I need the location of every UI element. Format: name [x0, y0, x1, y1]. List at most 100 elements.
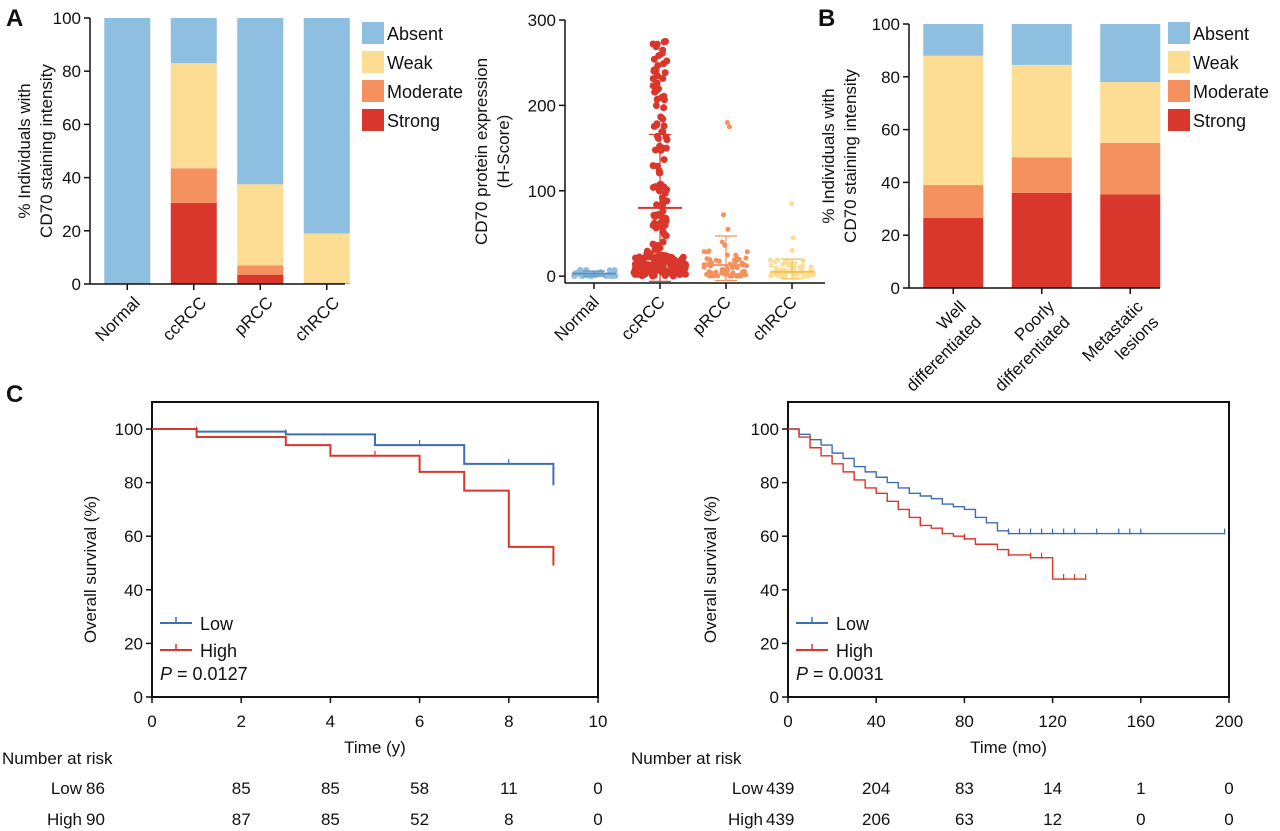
p-value-number: = 0.0031: [808, 664, 884, 684]
scatter-point-prcc: [705, 249, 711, 255]
risk-value: 204: [862, 779, 890, 798]
x-tick-label: chRCC: [291, 293, 343, 345]
bar-absent: [170, 18, 217, 64]
scatter-point-normal: [606, 267, 613, 274]
x-tick-label: ccRCC: [617, 292, 669, 344]
y-axis-label: % Individuals with CD70 staining intensit…: [15, 64, 56, 238]
y-tick-label: 0: [770, 688, 779, 707]
risk-value: 85: [321, 810, 340, 829]
scatter-point-prcc: [742, 271, 748, 277]
bar-weak: [170, 63, 217, 169]
legend-swatch-absent: [362, 22, 384, 44]
y-tick-label: 20: [62, 222, 81, 241]
y-tick-label: 100: [528, 182, 556, 201]
chart-b-stacked-bar: Welldifferentiated Poorlydifferentiated Me…: [819, 15, 1269, 395]
y-axis-label-line: % Individuals with: [15, 83, 34, 218]
scatter-point-ccrcc: [662, 133, 670, 141]
scatter-point-chrcc: [782, 273, 788, 279]
scatter-point-ccrcc: [632, 254, 640, 262]
scatter-point-ccrcc: [659, 128, 667, 136]
y-tick-label: 200: [528, 96, 556, 115]
bar-weak: [1100, 82, 1161, 143]
scatter-point-ccrcc: [660, 96, 668, 104]
risk-value: 11: [500, 779, 518, 798]
x-tick-label: Welldifferentiated: [887, 297, 985, 395]
plot-frame: [787, 401, 1230, 698]
legend-label-high: High: [200, 641, 237, 661]
scatter-point-chrcc: [808, 264, 814, 270]
risk-value: 12: [1043, 810, 1062, 829]
y-axis-label: CD70 protein expression (H-Score): [472, 58, 513, 245]
bar-absent: [1011, 24, 1072, 65]
risk-value: 439: [766, 779, 794, 798]
risk-value: 439: [766, 810, 794, 829]
scatter-point-ccrcc: [659, 228, 667, 236]
bar-strong: [237, 274, 284, 284]
scatter-point-ccrcc: [641, 260, 649, 268]
y-tick-label: 60: [881, 121, 900, 140]
scatter-point-prcc: [724, 265, 730, 271]
y-axis-label-line: % Individuals with: [819, 88, 838, 223]
scatter-point-chrcc: [789, 201, 795, 207]
scatter-point-ccrcc: [651, 88, 659, 96]
x-tick-label: 0: [783, 712, 792, 731]
legend-label-strong: Strong: [1193, 111, 1246, 131]
x-tick-label: Metastaticlesions: [1079, 297, 1163, 381]
scatter-point-chrcc: [805, 273, 811, 279]
km-line-low: [788, 428, 1225, 535]
scatter-point-ccrcc: [660, 60, 668, 68]
scatter-point-ccrcc: [653, 201, 661, 209]
scatter-point-prcc: [719, 267, 725, 273]
x-tick-label: 10: [589, 712, 608, 731]
legend-label-absent: Absent: [1193, 24, 1249, 44]
scatter-point-ccrcc: [658, 49, 666, 57]
scatter-point-chrcc: [772, 259, 778, 265]
scatter-point-ccrcc: [659, 115, 667, 123]
scatter-point-ccrcc: [652, 224, 660, 232]
legend-label-low: Low: [836, 614, 870, 634]
x-tick-label: chRCC: [749, 292, 801, 344]
scatter-point-ccrcc: [659, 74, 667, 82]
risk-value: 87: [232, 810, 251, 829]
legend-label-moderate: Moderate: [1193, 82, 1269, 102]
scatter-point-ccrcc: [661, 221, 669, 229]
legend-swatch-absent: [1168, 22, 1190, 44]
y-tick-label: 80: [760, 474, 779, 493]
scatter-point-ccrcc: [681, 265, 689, 273]
scatter-point-ccrcc: [660, 104, 668, 112]
scatter-point-chrcc: [782, 259, 788, 265]
x-tick-label: 160: [1127, 712, 1155, 731]
scatter-point-ccrcc: [655, 211, 663, 219]
scatter-point-ccrcc: [649, 183, 657, 191]
panel-label-b: B: [818, 5, 835, 32]
scatter-point-ccrcc: [637, 270, 645, 278]
bar-moderate: [237, 265, 284, 275]
bar-weak: [923, 55, 984, 186]
legend-label-weak: Weak: [1193, 53, 1240, 73]
km-line-high: [788, 428, 1086, 580]
scatter-point-prcc: [737, 273, 743, 279]
risk-row-label: Low: [732, 779, 764, 798]
scatter-point-prcc: [724, 119, 730, 125]
legend-swatch-strong: [1168, 109, 1190, 131]
x-tick-label: Normal: [551, 292, 603, 344]
risk-row-label: High: [728, 810, 763, 829]
y-tick-label: 40: [881, 173, 900, 192]
y-axis-label: Overall survival (%): [81, 496, 100, 643]
scatter-point-prcc: [709, 272, 715, 278]
scatter-point-prcc: [719, 239, 725, 245]
scatter-point-ccrcc: [643, 267, 651, 275]
x-tick-label: Poorlydifferentiated: [976, 297, 1075, 396]
plot-frame: [151, 401, 599, 698]
y-tick-label: 0: [891, 279, 900, 298]
risk-value: 0: [1136, 810, 1145, 829]
scatter-point-prcc: [733, 252, 739, 258]
scatter-point-ccrcc: [657, 261, 665, 269]
scatter-point-prcc: [716, 258, 722, 264]
bar-strong: [1100, 194, 1161, 288]
y-axis-label: Overall survival (%): [701, 496, 720, 643]
scatter-point-ccrcc: [663, 186, 671, 194]
scatter-point-prcc: [725, 226, 731, 232]
